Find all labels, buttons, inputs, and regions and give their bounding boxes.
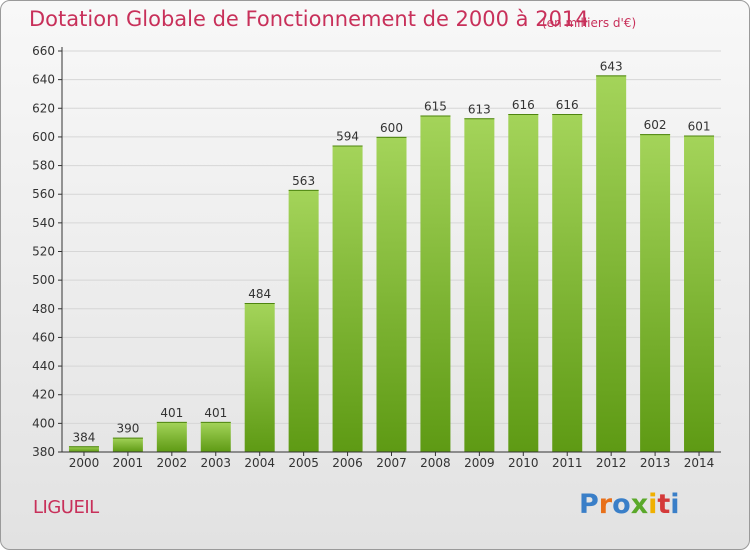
data-label: 484: [248, 287, 271, 301]
bar: [552, 114, 583, 452]
bar: [200, 421, 231, 452]
x-tick-label: 2012: [596, 456, 627, 470]
bar: [508, 114, 539, 452]
x-tick-label: 2003: [200, 456, 231, 470]
logo-letter: x: [630, 489, 649, 520]
bar: [596, 75, 627, 452]
y-tick-label: 520: [32, 245, 55, 259]
data-label: 615: [424, 99, 447, 113]
y-tick-label: 460: [32, 330, 55, 344]
data-label: 602: [644, 118, 667, 132]
bar: [156, 421, 187, 452]
logo-letter: P: [579, 489, 599, 520]
x-tick-label: 2002: [157, 456, 188, 470]
y-tick-label: 440: [32, 359, 55, 373]
bar: [420, 115, 451, 453]
bar: [376, 136, 407, 452]
x-tick-label: 2006: [332, 456, 363, 470]
data-label: 643: [600, 59, 623, 73]
logo-letter: o: [612, 489, 631, 520]
data-label: 601: [688, 119, 711, 133]
logo-letter: r: [598, 489, 613, 520]
y-tick-label: 580: [32, 159, 55, 173]
logo-letter: t: [657, 489, 671, 520]
logo-letter: i: [648, 489, 658, 520]
y-tick-label: 380: [32, 445, 55, 459]
proxiti-logo: Proxiti: [579, 489, 680, 520]
data-label: 390: [116, 422, 139, 436]
data-label: 384: [73, 430, 96, 444]
data-label: 594: [336, 130, 359, 144]
bar: [112, 437, 143, 452]
chart-unit: (en milliers d'€): [542, 16, 637, 30]
x-tick-label: 2007: [376, 456, 407, 470]
y-tick-label: 560: [32, 187, 55, 201]
x-tick-label: 2001: [113, 456, 144, 470]
data-label: 616: [556, 98, 579, 112]
data-label: 613: [468, 102, 491, 116]
data-label: 401: [204, 406, 227, 420]
data-label: 401: [160, 406, 183, 420]
data-label: 616: [512, 98, 535, 112]
y-tick-label: 500: [32, 273, 55, 287]
y-tick-label: 540: [32, 216, 55, 230]
y-tick-label: 480: [32, 302, 55, 316]
data-label: 563: [292, 174, 315, 188]
x-tick-label: 2000: [69, 456, 100, 470]
x-tick-label: 2014: [684, 456, 715, 470]
x-tick-label: 2009: [464, 456, 495, 470]
y-tick-label: 660: [32, 44, 55, 58]
logo-letter: i: [670, 489, 680, 520]
x-tick-label: 2004: [244, 456, 275, 470]
y-tick-label: 420: [32, 388, 55, 402]
bar: [640, 134, 671, 453]
x-tick-label: 2010: [508, 456, 539, 470]
x-tick-label: 2011: [552, 456, 583, 470]
y-tick-label: 640: [32, 73, 55, 87]
x-tick-label: 2005: [288, 456, 319, 470]
bar: [288, 189, 319, 453]
chart-title: Dotation Globale de Fonctionnement de 20…: [29, 7, 589, 31]
bar: [684, 135, 715, 452]
bar: [244, 303, 275, 452]
y-tick-label: 620: [32, 101, 55, 115]
bar: [332, 145, 363, 452]
data-label: 600: [380, 121, 403, 135]
x-tick-label: 2013: [640, 456, 671, 470]
x-tick-label: 2008: [420, 456, 451, 470]
bar: [464, 118, 495, 452]
commune-name: LIGUEIL: [33, 497, 99, 518]
bar: [68, 446, 99, 452]
y-tick-label: 600: [32, 130, 55, 144]
y-tick-label: 400: [32, 416, 55, 430]
